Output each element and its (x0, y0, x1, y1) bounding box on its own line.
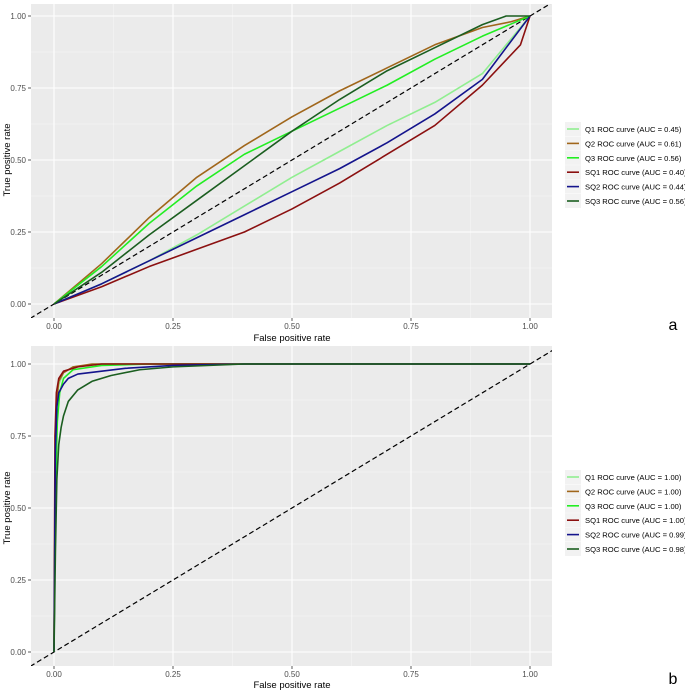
legend-entry-label: Q2 ROC curve (AUC = 1.00) (585, 487, 682, 496)
reference-diagonal-line (31, 4, 551, 318)
legend-entry-label: SQ2 ROC curve (AUC = 0.99) (585, 531, 685, 540)
legend-entry-label: SQ1 ROC curve (AUC = 1.00) (585, 516, 685, 525)
y-tick-label: 0.50 (10, 156, 26, 165)
reference-diagonal-line (31, 349, 552, 666)
roc-series-line-5 (53, 15, 531, 305)
y-tick-label: 0.75 (10, 432, 26, 441)
x-axis-title: False positive rate (253, 333, 330, 344)
x-tick-label: 0.50 (284, 322, 300, 331)
y-tick-label: 0.00 (10, 300, 26, 309)
roc-series-line-6 (53, 15, 530, 305)
roc-series-line-5 (53, 363, 530, 653)
y-axis-title: True positive rate (2, 123, 13, 196)
legend-entry-label: Q1 ROC curve (AUC = 1.00) (585, 473, 682, 482)
roc-series-line-6 (53, 363, 530, 653)
legend-entry-label: SQ3 ROC curve (AUC = 0.56) (585, 197, 685, 206)
y-tick-label: 1.00 (10, 12, 26, 21)
x-tick-label: 0.00 (46, 322, 62, 331)
y-tick-label: 1.00 (10, 360, 26, 369)
legend-entry-label: Q3 ROC curve (AUC = 0.56) (585, 154, 682, 163)
roc-series-line-4 (53, 15, 531, 305)
y-tick-label: 0.25 (10, 228, 26, 237)
x-tick-label: 0.75 (403, 670, 419, 679)
y-axis-title: True positive rate (2, 471, 13, 544)
y-tick-label: 0.00 (10, 648, 26, 657)
x-tick-label: 0.00 (46, 670, 62, 679)
y-tick-label: 0.75 (10, 84, 26, 93)
legend-entry-label: Q2 ROC curve (AUC = 0.61) (585, 139, 682, 148)
y-tick-label: 0.50 (10, 504, 26, 513)
panel-label-b: b (669, 671, 678, 688)
x-tick-label: 0.25 (165, 322, 181, 331)
legend-entry-label: Q3 ROC curve (AUC = 1.00) (585, 502, 682, 511)
x-tick-label: 0.50 (284, 670, 300, 679)
x-tick-label: 1.00 (522, 670, 538, 679)
legend-entry-label: SQ3 ROC curve (AUC = 0.98) (585, 545, 685, 554)
panel-label-a: a (669, 317, 678, 334)
legend-entry-label: SQ1 ROC curve (AUC = 0.40) (585, 168, 685, 177)
legend-entry-label: Q1 ROC curve (AUC = 0.45) (585, 125, 682, 134)
x-tick-label: 0.75 (403, 322, 419, 331)
x-axis-title: False positive rate (253, 680, 330, 690)
x-tick-label: 1.00 (522, 322, 538, 331)
legend-entry-label: SQ2 ROC curve (AUC = 0.44) (585, 183, 685, 192)
roc-series-line-4 (53, 363, 530, 653)
x-tick-label: 0.25 (165, 670, 181, 679)
roc-series-line-2 (53, 15, 531, 305)
y-tick-label: 0.25 (10, 576, 26, 585)
